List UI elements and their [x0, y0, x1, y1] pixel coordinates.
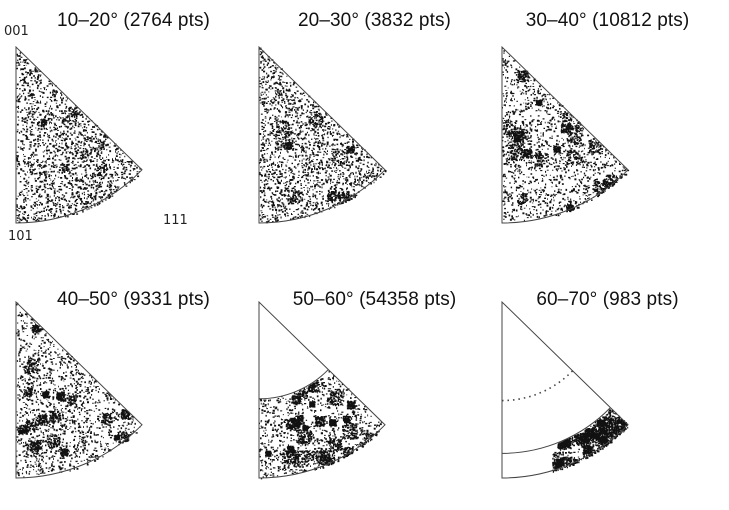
- dotted-boundary-arc: [501, 370, 574, 402]
- ipf-panel-6: 60–70° (983 pts): [486, 255, 729, 510]
- ipf-panel-4: 40–50° (9331 pts): [0, 255, 243, 510]
- ipf-triangle: [258, 45, 387, 224]
- ipf-panel-2: 20–30° (3832 pts): [243, 0, 486, 255]
- ipf-panel-1: 10–20° (2764 pts) 001 101 111: [0, 0, 243, 255]
- ipf-panel-3: 30–40° (10812 pts): [486, 0, 729, 255]
- speckle-points: [259, 47, 387, 224]
- panel-title: 60–70° (983 pts): [536, 289, 679, 310]
- orientation-points: [502, 47, 630, 222]
- boundary-arc: [258, 369, 329, 400]
- ipf-triangle: [258, 300, 386, 480]
- ipf-triangle: [501, 300, 629, 479]
- panel-title: 50–60° (54358 pts): [292, 289, 457, 310]
- orientation-points: [552, 408, 629, 473]
- speckle-points: [259, 370, 382, 480]
- panel-title: 20–30° (3832 pts): [298, 10, 451, 31]
- panel-title: 40–50° (9331 pts): [57, 289, 210, 310]
- triangle-outline: [258, 300, 386, 479]
- ipf-panel-5: 50–60° (54358 pts): [243, 255, 486, 510]
- triangle-outline: [15, 300, 143, 479]
- triangle-outline: [258, 45, 386, 224]
- speckle-points: [502, 47, 630, 222]
- corner-label-001: 001: [4, 24, 29, 39]
- panel-title: 30–40° (10812 pts): [525, 10, 690, 31]
- speckle-points: [16, 302, 141, 478]
- boundary-arc: [501, 407, 611, 454]
- orientation-points: [259, 47, 387, 224]
- ipf-triangle: [15, 300, 143, 479]
- corner-label-111: 111: [163, 213, 188, 228]
- corner-label-101: 101: [8, 229, 33, 244]
- panel-title: 10–20° (2764 pts): [57, 10, 210, 31]
- speckle-points: [16, 51, 142, 223]
- triangle-outline: [501, 300, 629, 479]
- speckle-points: [552, 408, 629, 473]
- triangle-outline: [501, 45, 629, 224]
- orientation-points: [16, 51, 142, 223]
- orientation-points: [16, 302, 141, 478]
- triangle-outline: [15, 45, 143, 224]
- ipf-triangle: [15, 45, 143, 224]
- ipf-triangle: [501, 45, 630, 224]
- orientation-points: [259, 370, 382, 480]
